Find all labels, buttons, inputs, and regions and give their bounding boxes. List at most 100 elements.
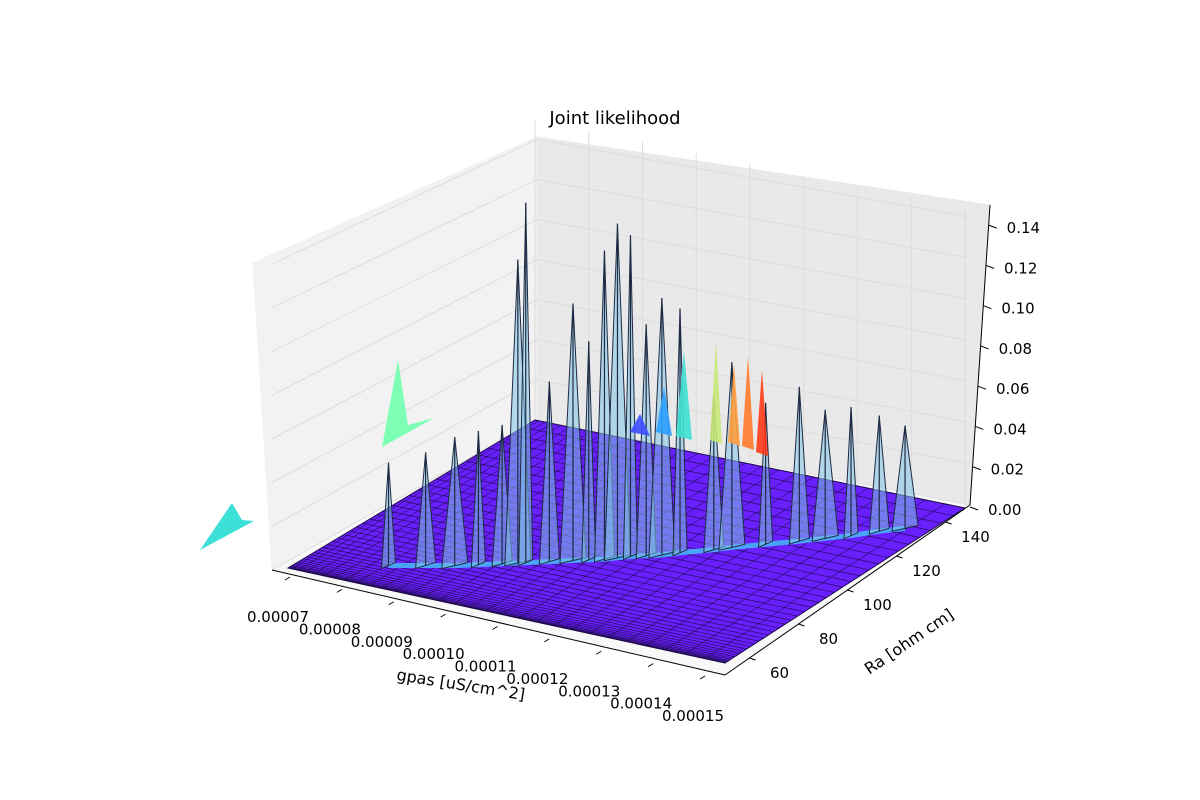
x-tick <box>440 613 446 618</box>
z-tick-label: 0.04 <box>993 420 1026 438</box>
z-tick <box>985 264 995 269</box>
surface-mesh-line <box>291 420 539 570</box>
peak <box>811 409 839 542</box>
peak <box>868 415 890 535</box>
z-grid-line <box>536 299 971 383</box>
x-tick-label: 0.00008 <box>299 620 361 638</box>
y-tick-label: 100 <box>863 596 892 614</box>
chart-title: Joint likelihood <box>548 108 680 129</box>
x-tick-label: 0.00009 <box>351 633 413 651</box>
x-tick <box>336 588 343 593</box>
surface-mesh-line <box>303 558 741 654</box>
z-tick <box>977 385 987 390</box>
wall-contour-spike <box>630 414 650 436</box>
peak <box>559 303 587 565</box>
z-tick <box>975 425 984 430</box>
z-tick <box>983 305 992 310</box>
z-grid-line <box>536 339 971 424</box>
wall-contour-spike <box>676 351 692 440</box>
surface-mesh-line <box>310 554 747 650</box>
z-grid-line <box>536 219 971 300</box>
z-tick <box>980 345 989 350</box>
y-tick <box>847 589 854 593</box>
x-tick <box>699 675 706 680</box>
z-tick-label: 0.06 <box>996 380 1029 398</box>
axes <box>271 204 997 680</box>
y-tick-label: 120 <box>912 562 941 580</box>
surface-mesh-line <box>369 518 805 613</box>
surface-mesh-line <box>589 480 832 634</box>
y-tick-label: 140 <box>961 528 990 546</box>
likelihood-peaks <box>380 202 919 570</box>
x-tick-labels: 0.000070.000080.000090.000100.000110.000… <box>247 608 724 725</box>
z-grid-line <box>271 299 538 440</box>
wall-contour-spike <box>728 364 740 446</box>
surface-mesh-line <box>306 556 744 652</box>
x-tick-label: 0.00007 <box>247 608 309 626</box>
y-tick <box>896 555 903 559</box>
peak <box>441 437 469 570</box>
surface-mesh-line <box>724 507 966 664</box>
peak <box>891 425 919 532</box>
y-tick-label: 60 <box>770 664 789 682</box>
y-tick <box>945 521 952 525</box>
x-tick-label: 0.00014 <box>610 695 672 713</box>
surface-mesh-line <box>291 565 729 661</box>
y-tick <box>749 657 756 661</box>
peak <box>581 341 597 564</box>
z-tick <box>972 466 981 471</box>
peak <box>622 235 638 561</box>
surface-mesh-line <box>332 540 769 636</box>
z-axis-line <box>969 204 991 506</box>
peak <box>415 452 437 570</box>
y-tick-label: 80 <box>819 630 838 648</box>
z-tick-label: 0.00 <box>988 501 1021 519</box>
peak <box>635 324 657 560</box>
x-tick <box>595 650 602 655</box>
peak <box>603 223 631 562</box>
surface-mesh-line <box>664 495 907 651</box>
x-tick-label: 0.00013 <box>558 682 620 700</box>
x-tick <box>647 663 654 668</box>
z-grid-line <box>271 379 538 527</box>
peak <box>788 386 810 545</box>
x-tick <box>492 626 498 630</box>
z-tick-label: 0.14 <box>1007 219 1040 237</box>
surface-mesh-line <box>288 567 726 664</box>
x-tick-label: 0.00010 <box>403 645 465 663</box>
z-grid-line <box>271 138 538 265</box>
surface-mesh-line <box>287 419 536 569</box>
x-tick-label: 0.00012 <box>506 670 568 688</box>
surface-mesh-line <box>297 561 735 658</box>
z-grid-line <box>536 138 971 218</box>
z-grid-line <box>271 178 538 309</box>
wall-contour-spike <box>710 342 722 444</box>
z-tick-label: 0.12 <box>1004 259 1037 277</box>
wall-contour-spike <box>656 387 672 436</box>
z-tick-labels: 0.00 0.02 0.04 0.06 0.08 0.10 0.12 0.14 <box>988 219 1040 519</box>
z-tick <box>988 224 997 229</box>
wall-contour-projections <box>200 342 768 550</box>
left-wall-contour <box>200 503 254 550</box>
surface-mesh-line <box>293 564 731 660</box>
peak <box>538 381 560 566</box>
surface-mesh-line <box>607 484 850 638</box>
z-tick-label: 0.02 <box>991 461 1024 479</box>
peak <box>843 407 859 540</box>
peak <box>518 202 534 567</box>
y-tick <box>798 623 805 627</box>
z-tick <box>969 506 979 511</box>
z-grid-line <box>536 178 971 259</box>
surface-mesh-line <box>289 566 727 663</box>
x-tick <box>284 576 291 581</box>
surface-mesh-line <box>314 551 751 648</box>
z-tick-label: 0.08 <box>999 340 1032 358</box>
surface-mesh-line <box>300 560 738 656</box>
x-tick-label: 0.00015 <box>662 707 724 725</box>
wall-contour-spike <box>756 370 768 456</box>
z-grid-line <box>271 259 538 396</box>
surface-mesh-line <box>362 522 798 617</box>
z-tick-label: 0.10 <box>1001 300 1034 318</box>
x-tick <box>544 638 550 643</box>
